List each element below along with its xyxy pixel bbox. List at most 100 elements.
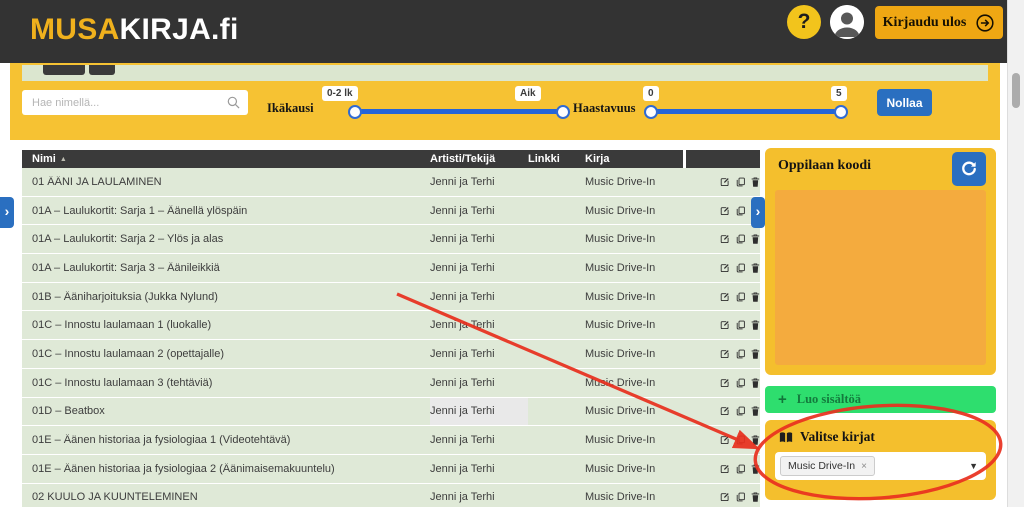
search-input[interactable] — [22, 96, 227, 109]
delete-icon[interactable] — [751, 262, 760, 274]
row-artist-cell: Jenni ja Terhi — [430, 204, 495, 217]
row-book-cell: Music Drive-In — [585, 290, 656, 303]
age-slider[interactable] — [348, 104, 570, 119]
table-row[interactable]: 01A – Laulukortit: Sarja 3 – Äänileikkiä… — [22, 254, 760, 282]
copy-icon[interactable] — [736, 176, 746, 188]
table-row[interactable]: 01E – Äänen historiaa ja fysiologiaa 1 (… — [22, 426, 760, 454]
column-header-artisti[interactable]: Artisti/Tekijä — [430, 153, 496, 165]
select-books-panel: Valitse kirjat Music Drive-In × ▼ — [765, 420, 996, 500]
delete-icon[interactable] — [751, 233, 760, 245]
delete-icon[interactable] — [751, 434, 760, 446]
copy-icon[interactable] — [736, 291, 746, 303]
logo-part-musa: MUSA — [30, 13, 120, 46]
copy-icon[interactable] — [736, 233, 746, 245]
delete-icon[interactable] — [751, 491, 760, 503]
row-artist-cell: Jenni ja Terhi — [430, 261, 495, 274]
copy-icon[interactable] — [736, 377, 746, 389]
remove-tag-icon[interactable]: × — [861, 460, 867, 472]
chevron-down-icon: ▼ — [969, 461, 978, 471]
edit-icon[interactable] — [720, 262, 730, 274]
table-row[interactable]: 01C – Innostu laulamaan 1 (luokalle) Jen… — [22, 311, 760, 340]
difficulty-slider[interactable] — [644, 104, 848, 119]
row-book-cell: Music Drive-In — [585, 434, 656, 447]
delete-icon[interactable] — [751, 405, 760, 417]
section-strip — [22, 65, 988, 81]
edit-icon[interactable] — [720, 348, 730, 360]
left-expand-tab[interactable]: › — [0, 197, 14, 228]
delete-icon[interactable] — [751, 176, 760, 188]
edit-icon[interactable] — [720, 405, 730, 417]
row-name-cell: 01C – Innostu laulamaan 1 (luokalle) — [32, 319, 212, 332]
edit-icon[interactable] — [720, 233, 730, 245]
table-row[interactable]: 01 ÄÄNI JA LAULAMINEN Jenni ja Terhi Mus… — [22, 168, 760, 196]
copy-icon[interactable] — [736, 348, 746, 360]
column-header-linkki[interactable]: Linkki — [528, 153, 560, 165]
age-slider-min-handle[interactable] — [348, 104, 362, 119]
delete-icon[interactable] — [751, 348, 760, 360]
age-filter-label: Ikäkausi — [267, 101, 314, 115]
delete-icon[interactable] — [751, 319, 760, 331]
row-book-cell: Music Drive-In — [585, 405, 656, 418]
delete-icon[interactable] — [751, 377, 760, 389]
row-book-cell: Music Drive-In — [585, 233, 656, 246]
edit-icon[interactable] — [720, 377, 730, 389]
copy-icon[interactable] — [736, 434, 746, 446]
edit-icon[interactable] — [720, 463, 730, 475]
difficulty-slider-min-handle[interactable] — [644, 104, 658, 119]
table-row[interactable]: 01C – Innostu laulamaan 2 (opettajalle) … — [22, 340, 760, 368]
site-logo[interactable]: MUSAKIRJA.fi — [30, 0, 239, 63]
edit-icon[interactable] — [720, 319, 730, 331]
table-row[interactable]: 01E – Äänen historiaa ja fysiologiaa 2 (… — [22, 454, 760, 483]
scrollbar-track[interactable] — [1007, 0, 1024, 507]
copy-icon[interactable] — [736, 405, 746, 417]
edit-icon[interactable] — [720, 491, 730, 503]
row-artist-cell: Jenni ja Terhi — [430, 397, 528, 426]
refresh-code-button[interactable] — [952, 152, 986, 186]
row-name-cell: 01E – Äänen historiaa ja fysiologiaa 2 (… — [32, 462, 335, 475]
edit-icon[interactable] — [720, 176, 730, 188]
copy-icon[interactable] — [736, 205, 746, 217]
row-name-cell: 01A – Laulukortit: Sarja 1 – Äänellä ylö… — [32, 204, 248, 217]
table-header-main-segment — [22, 150, 683, 168]
right-expand-tab[interactable]: › — [751, 197, 765, 228]
table-row[interactable]: 01C – Innostu laulamaan 3 (tehtäviä) Jen… — [22, 368, 760, 397]
edit-icon[interactable] — [720, 205, 730, 217]
copy-icon[interactable] — [736, 491, 746, 503]
difficulty-slider-max-handle[interactable] — [834, 104, 848, 119]
row-actions — [700, 463, 760, 475]
column-header-kirja[interactable]: Kirja — [585, 153, 610, 165]
table-row[interactable]: 01A – Laulukortit: Sarja 1 – Äänellä ylö… — [22, 196, 760, 225]
table-row[interactable]: 01D – Beatbox Jenni ja Terhi Music Drive… — [22, 397, 760, 426]
avatar[interactable] — [830, 5, 864, 39]
row-name-cell: 01C – Innostu laulamaan 2 (opettajalle) — [32, 347, 225, 360]
row-book-cell: Music Drive-In — [585, 347, 656, 360]
table-row[interactable]: 02 KUULO JA KUUNTELEMINEN Jenni ja Terhi… — [22, 483, 760, 507]
copy-icon[interactable] — [736, 463, 746, 475]
difficulty-filter-label: Haastavuus — [573, 101, 636, 115]
delete-icon[interactable] — [751, 291, 760, 303]
row-actions — [700, 262, 760, 274]
copy-icon[interactable] — [736, 319, 746, 331]
age-slider-max-handle[interactable] — [556, 104, 570, 119]
edit-icon[interactable] — [720, 291, 730, 303]
copy-icon[interactable] — [736, 262, 746, 274]
tab-stub — [89, 65, 115, 75]
logout-label: Kirjaudu ulos — [882, 14, 967, 30]
book-select-dropdown[interactable]: Music Drive-In × ▼ — [775, 452, 986, 480]
row-name-cell: 01E – Äänen historiaa ja fysiologiaa 1 (… — [32, 434, 291, 447]
column-header-nimi[interactable]: Nimi ▲ — [32, 153, 67, 165]
logout-button[interactable]: Kirjaudu ulos — [875, 6, 1003, 39]
edit-icon[interactable] — [720, 434, 730, 446]
delete-icon[interactable] — [751, 463, 760, 475]
row-actions — [700, 434, 760, 446]
select-books-title-row: Valitse kirjat — [779, 429, 875, 445]
row-book-cell: Music Drive-In — [585, 204, 656, 217]
table-row[interactable]: 01B – Ääniharjoituksia (Jukka Nylund) Je… — [22, 282, 760, 311]
create-content-button[interactable]: + Luo sisältöä — [765, 386, 996, 413]
help-button[interactable]: ? — [787, 5, 821, 39]
reset-filters-button[interactable]: Nollaa — [877, 89, 932, 116]
scrollbar-thumb[interactable] — [1012, 73, 1020, 108]
table-row[interactable]: 01A – Laulukortit: Sarja 2 – Ylös ja ala… — [22, 225, 760, 254]
row-book-cell: Music Drive-In — [585, 319, 656, 332]
